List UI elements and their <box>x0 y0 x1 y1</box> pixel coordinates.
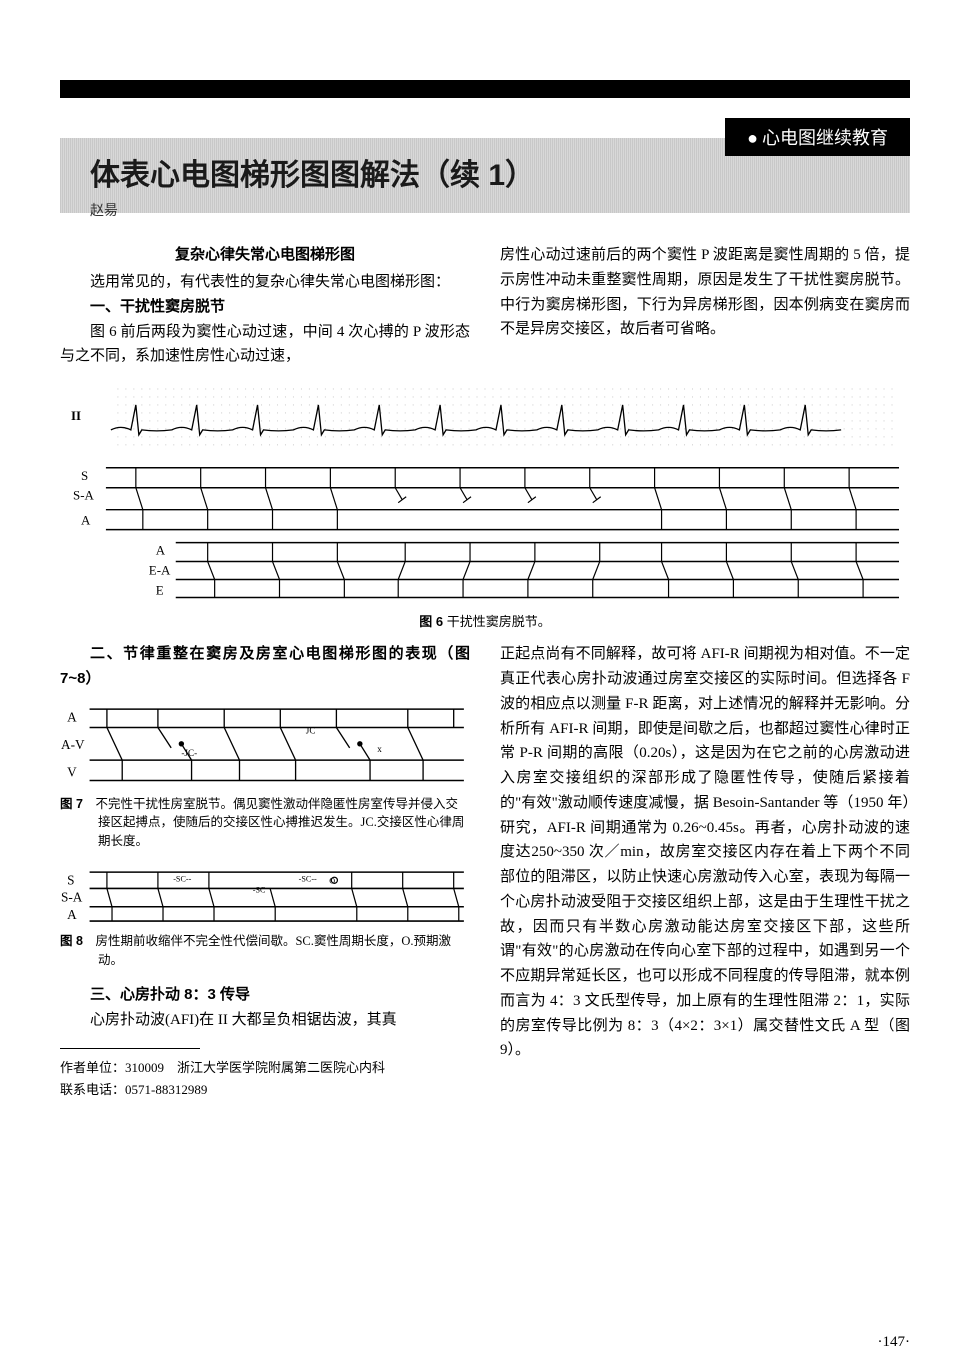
fig7-prefix: 图 7 <box>60 797 83 811</box>
section2-title: 二、节律重整在窦房及房室心电图梯形图的表现（图 7~8） <box>60 642 470 692</box>
footnote-phone: 联系电话：0571-88312989 <box>60 1079 470 1101</box>
svg-text:A: A <box>67 709 77 724</box>
figure6-svg: II S S-A A A E-A E <box>60 379 910 600</box>
category-chip: 心电图继续教育 <box>725 118 910 156</box>
section3-title-text: 三、心房扑动 8：3 传导 <box>90 986 250 1003</box>
author-name: 赵昜 <box>90 200 910 220</box>
figure8-svg: S S-A A -SC-- -SC -SC-- O <box>60 865 470 923</box>
svg-text:S-A: S-A <box>61 890 83 905</box>
figure6-caption: 图 6 干扰性窦房脱节。 <box>60 611 910 630</box>
lower-right-col: 正起点尚有不同解释，故可将 AFI-R 间期视为相对值。不一定真正代表心房扑动波… <box>500 642 910 1101</box>
svg-text:-SC: -SC <box>253 885 266 894</box>
intro-para1: 选用常见的，有代表性的复杂心律失常心电图梯形图： <box>60 270 470 295</box>
section3-para: 心房扑动波(AFI)在 II 大都呈负相锯齿波，其真 <box>60 1008 470 1033</box>
figure8-caption: 图 8 房性期前收缩伴不完全性代偿间歇。SC.窦性周期长度，O.预期激动。 <box>60 932 470 970</box>
figure6-block: II S S-A A A E-A E <box>60 379 910 630</box>
svg-text:-SC--: -SC-- <box>173 874 191 883</box>
fig8-prefix: 图 8 <box>60 934 83 948</box>
svg-text:-JC-: -JC- <box>181 748 197 758</box>
section2-title-text: 二、节律重整在窦房及房室心电图梯形图的表现（图 7~8） <box>60 645 470 687</box>
fig7-text: 不完性干扰性房室脱节。偶见窦性激动伴隐匿性房室传导并侵入交接区起搏点，使随后的交… <box>95 797 464 849</box>
page-number: ·147· <box>878 1334 911 1351</box>
svg-text:V: V <box>67 764 77 779</box>
svg-text:S-A: S-A <box>73 488 95 503</box>
figure7-caption: 图 7 不完性干扰性房室脱节。偶见窦性激动伴隐匿性房室传导并侵入交接区起搏点，使… <box>60 795 470 851</box>
intro-left-col: 复杂心律失常心电图梯形图 选用常见的，有代表性的复杂心律失常心电图梯形图： 一、… <box>60 243 470 369</box>
section-heading-complex: 复杂心律失常心电图梯形图 <box>60 243 470 264</box>
lower-columns: 二、节律重整在窦房及房室心电图梯形图的表现（图 7~8） A A-V V -JC… <box>60 642 910 1101</box>
footnote-unit: 作者单位：310009 浙江大学医学院附属第二医院心内科 <box>60 1057 470 1079</box>
svg-text:JC: JC <box>306 726 316 736</box>
header-region: 心电图继续教育 体表心电图梯形图图解法（续 1） 赵昜 <box>60 118 910 213</box>
fig8-text: 房性期前收缩伴不完全性代偿间歇。SC.窦性周期长度，O.预期激动。 <box>95 934 451 967</box>
svg-text:-SC--: -SC-- <box>299 874 317 883</box>
sub1-title-text: 一、干扰性窦房脱节 <box>90 298 225 315</box>
top-black-bar <box>60 80 910 98</box>
main-title: 体表心电图梯形图图解法（续 1） <box>90 150 910 194</box>
svg-text:O: O <box>329 876 335 885</box>
svg-text:A: A <box>156 543 166 558</box>
right-long-text: 正起点尚有不同解释，故可将 AFI-R 间期视为相对值。不一定真正代表心房扑动波… <box>500 642 910 1063</box>
section3-title: 三、心房扑动 8：3 传导 <box>60 983 470 1008</box>
svg-text:A: A <box>67 907 77 922</box>
sub1-body: 图 6 前后两段为窦性心动过速，中间 4 次心搏的 P 波形态与之不同，系加速性… <box>60 320 470 370</box>
lower-left-col: 二、节律重整在窦房及房室心电图梯形图的表现（图 7~8） A A-V V -JC… <box>60 642 470 1101</box>
svg-text:A-V: A-V <box>61 737 85 752</box>
svg-text:II: II <box>71 408 81 423</box>
footnote-divider <box>60 1048 200 1049</box>
svg-text:x: x <box>377 744 382 754</box>
intro-right-text: 房性心动过速前后的两个窦性 P 波距离是窦性周期的 5 倍，提示房性冲动未重整窦… <box>500 243 910 342</box>
svg-text:S: S <box>67 872 74 887</box>
figure7-svg: A A-V V -JC- JC x <box>60 702 470 786</box>
svg-text:E-A: E-A <box>149 563 171 578</box>
svg-text:E: E <box>156 582 164 597</box>
intro-columns: 复杂心律失常心电图梯形图 选用常见的，有代表性的复杂心律失常心电图梯形图： 一、… <box>60 243 910 369</box>
fig6-prefix: 图 6 <box>419 614 443 629</box>
intro-right-col: 房性心动过速前后的两个窦性 P 波距离是窦性周期的 5 倍，提示房性冲动未重整窦… <box>500 243 910 369</box>
svg-text:A: A <box>81 513 91 528</box>
svg-text:S: S <box>81 468 88 483</box>
sub1-title: 一、干扰性窦房脱节 <box>60 295 470 320</box>
fig6-text: 干扰性窦房脱节。 <box>447 614 551 629</box>
